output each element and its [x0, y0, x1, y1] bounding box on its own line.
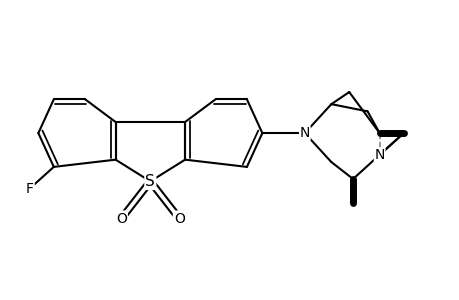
Text: N: N	[299, 126, 309, 140]
Text: F: F	[26, 182, 34, 196]
Text: O: O	[174, 212, 185, 226]
Text: O: O	[116, 212, 127, 226]
Text: S: S	[145, 174, 155, 189]
Text: N: N	[374, 148, 384, 162]
